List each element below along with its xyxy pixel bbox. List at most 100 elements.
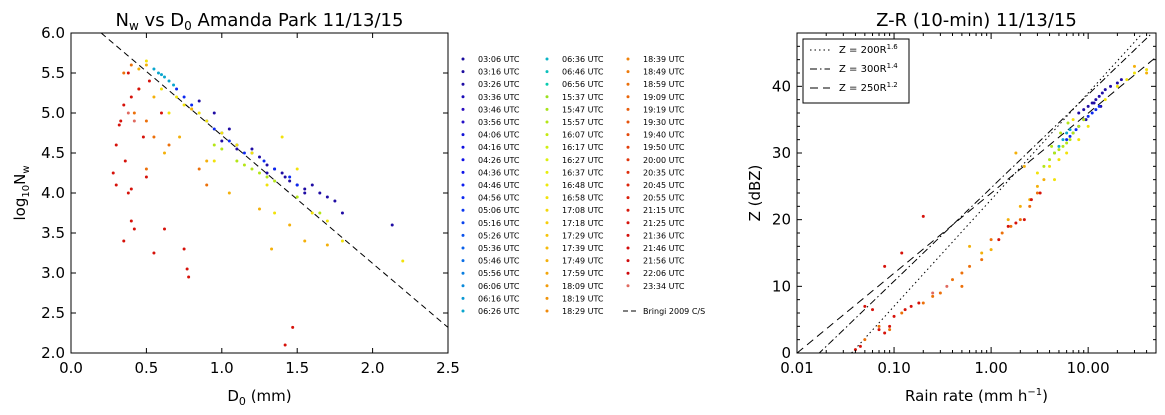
- y-tick-label: 10: [772, 277, 791, 295]
- legend-marker: [626, 133, 630, 137]
- legend-label: 06:16 UTC: [478, 294, 520, 303]
- data-point: [1028, 204, 1032, 208]
- legend-label: 04:56 UTC: [478, 194, 520, 203]
- data-point: [1035, 191, 1039, 195]
- legend-label: 06:46 UTC: [562, 68, 604, 77]
- y-tick-label: 40: [772, 77, 791, 95]
- data-point: [1059, 131, 1063, 135]
- data-point: [340, 211, 344, 215]
- legend-marker: [626, 196, 630, 200]
- legend-label: 17:49 UTC: [562, 257, 604, 266]
- data-point: [883, 264, 887, 268]
- legend-label: Z = 300R1.4: [839, 62, 898, 75]
- data-point: [877, 324, 881, 328]
- y-tick-label: 3.0: [41, 264, 65, 282]
- legend-label-reference: Bringi 2009 C/S: [643, 307, 705, 316]
- legend-label: 04:36 UTC: [478, 168, 520, 177]
- legend-marker: [626, 271, 630, 275]
- data-point: [295, 183, 299, 187]
- data-point: [197, 167, 201, 171]
- data-point: [1084, 118, 1088, 122]
- legend-label: 19:19 UTC: [643, 105, 685, 114]
- legend-label: 06:26 UTC: [478, 307, 520, 316]
- legend-marker: [545, 133, 549, 137]
- data-point: [980, 251, 984, 255]
- legend-marker: [545, 233, 549, 237]
- data-point: [175, 95, 179, 99]
- data-point: [1082, 118, 1086, 122]
- data-point: [1065, 151, 1069, 155]
- y-tick-label: 5.5: [41, 64, 65, 82]
- legend-marker: [461, 296, 465, 300]
- x-tick-label: 10.00: [1067, 359, 1110, 377]
- data-point: [303, 187, 307, 191]
- legend-marker: [461, 183, 465, 187]
- legend-marker: [461, 233, 465, 237]
- legend-label: 03:46 UTC: [478, 105, 520, 114]
- y-tick-label: 6.0: [41, 24, 65, 42]
- legend-marker: [626, 246, 630, 250]
- legend-marker: [461, 246, 465, 250]
- data-point: [235, 143, 239, 147]
- legend-marker: [626, 95, 630, 99]
- data-point: [114, 143, 118, 147]
- data-point: [1090, 111, 1094, 115]
- data-point: [270, 247, 274, 251]
- data-point: [119, 119, 123, 123]
- data-point: [182, 103, 186, 107]
- legend-label: 20:55 UTC: [643, 194, 685, 203]
- data-point: [1132, 71, 1136, 75]
- x-tick-label: 0.5: [134, 359, 158, 377]
- zr-line: [818, 33, 1153, 353]
- legend-marker: [461, 95, 465, 99]
- data-point: [283, 343, 287, 347]
- legend-label: 21:25 UTC: [643, 219, 685, 228]
- data-point: [159, 111, 163, 115]
- legend-marker: [461, 271, 465, 275]
- legend-marker: [545, 57, 549, 61]
- data-point: [325, 219, 329, 223]
- data-point: [1145, 68, 1149, 72]
- legend-label: 06:36 UTC: [562, 55, 604, 64]
- data-point: [1048, 164, 1052, 168]
- data-point: [144, 59, 148, 63]
- legend-marker: [461, 196, 465, 200]
- legend-label: 03:56 UTC: [478, 118, 520, 127]
- x-axis-label-right: Rain rate (mm h−1): [905, 387, 1048, 405]
- legend-marker: [626, 170, 630, 174]
- data-point: [205, 183, 209, 187]
- legend-label: 06:56 UTC: [562, 80, 604, 89]
- data-point: [871, 308, 875, 312]
- zr-line: [850, 33, 1144, 353]
- data-point: [250, 151, 254, 155]
- data-point: [152, 251, 156, 255]
- legend-label: 22:06 UTC: [643, 269, 685, 278]
- legend-label: 04:06 UTC: [478, 131, 520, 140]
- data-point: [1082, 108, 1086, 112]
- data-point: [1074, 128, 1078, 132]
- data-point: [1109, 84, 1113, 88]
- legend-label: 17:59 UTC: [562, 269, 604, 278]
- data-point: [1086, 114, 1090, 118]
- data-point: [1071, 118, 1075, 122]
- legend-label: Z = 200R1.6: [839, 43, 898, 56]
- data-point: [1103, 88, 1107, 92]
- data-point: [283, 175, 287, 179]
- data-point: [1053, 178, 1057, 182]
- data-point: [1057, 158, 1061, 162]
- data-point: [921, 301, 925, 305]
- legend-marker: [545, 95, 549, 99]
- legend-label: 18:59 UTC: [643, 80, 685, 89]
- data-point: [1077, 124, 1081, 128]
- data-point: [1145, 71, 1149, 75]
- data-point: [900, 311, 904, 315]
- x-tick-label: 2.5: [436, 359, 460, 377]
- data-point: [132, 119, 136, 123]
- legend-label: 03:36 UTC: [478, 93, 520, 102]
- legend-marker: [545, 107, 549, 111]
- x-tick-label: 2.0: [361, 359, 385, 377]
- data-point: [1094, 98, 1098, 102]
- data-point: [310, 211, 314, 215]
- legend-box: [802, 38, 910, 104]
- data-point: [162, 227, 166, 231]
